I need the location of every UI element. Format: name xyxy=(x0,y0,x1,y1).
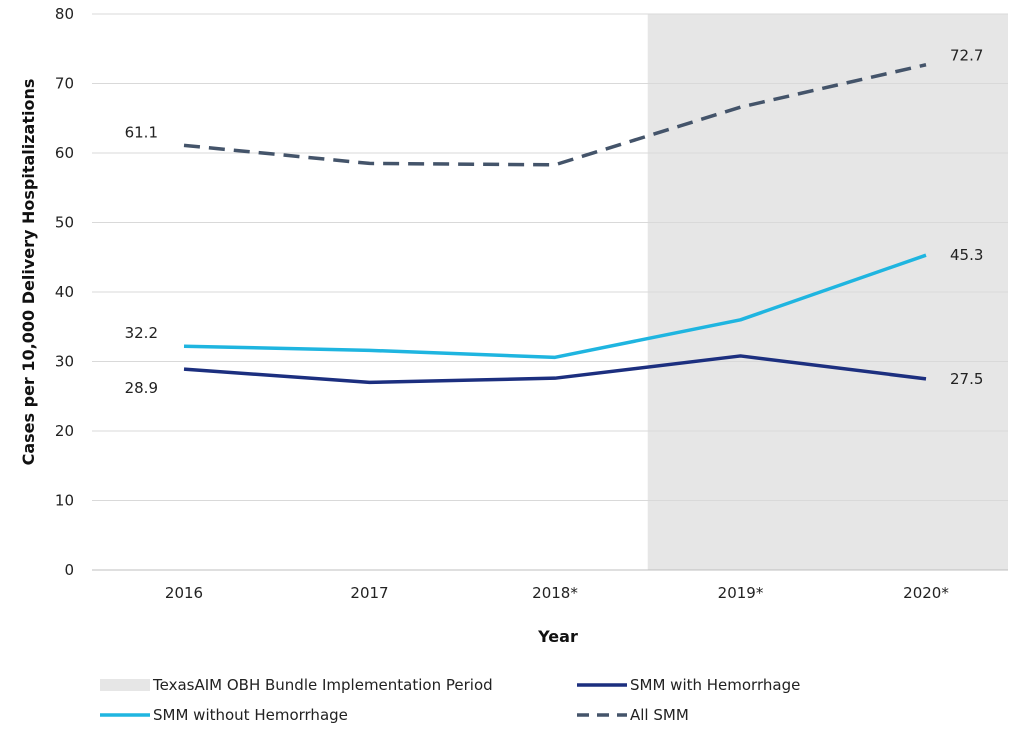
data-label-0-4: 27.5 xyxy=(950,370,983,388)
data-labels: 28.9 27.5 32.2 45.3 61.1 72.7 xyxy=(125,47,984,397)
y-axis-title: Cases per 10,000 Delivery Hospitalizatio… xyxy=(19,79,38,466)
legend-label-2: SMM without Hemorrhage xyxy=(153,706,348,724)
data-label-0-0: 28.9 xyxy=(125,379,158,397)
data-label-1-4: 45.3 xyxy=(950,246,983,264)
y-tick-label-80: 80 xyxy=(55,5,74,23)
tick-labels: 0 10 20 30 40 50 60 70 80 2016 2017 2018* 2019* 2020* xyxy=(55,5,949,602)
y-tick-label-40: 40 xyxy=(55,283,74,301)
data-label-2-4: 72.7 xyxy=(950,47,983,65)
y-tick-label-0: 0 xyxy=(64,561,74,579)
x-tick-label-1: 2017 xyxy=(350,584,388,602)
x-axis-title: Year xyxy=(537,627,578,646)
x-tick-label-3: 2019* xyxy=(718,584,764,602)
y-tick-label-30: 30 xyxy=(55,353,74,371)
legend-label-1: SMM with Hemorrhage xyxy=(630,676,800,694)
data-label-2-0: 61.1 xyxy=(125,123,158,141)
y-tick-label-50: 50 xyxy=(55,214,74,232)
y-tick-label-60: 60 xyxy=(55,144,74,162)
series-lines xyxy=(183,63,927,385)
x-tick-label-2: 2018* xyxy=(532,584,578,602)
legend-swatch-0 xyxy=(100,679,150,691)
legend-label-0: TexasAIM OBH Bundle Implementation Perio… xyxy=(152,676,493,694)
gridlines xyxy=(92,13,1008,571)
series-line-all-smm xyxy=(183,63,927,167)
y-tick-label-10: 10 xyxy=(55,492,74,510)
y-tick-label-20: 20 xyxy=(55,422,74,440)
data-label-1-0: 32.2 xyxy=(125,324,158,342)
x-tick-label-4: 2020* xyxy=(903,584,949,602)
y-tick-label-70: 70 xyxy=(55,75,74,93)
x-tick-label-0: 2016 xyxy=(165,584,203,602)
legend: TexasAIM OBH Bundle Implementation Perio… xyxy=(100,676,800,724)
legend-label-3: All SMM xyxy=(630,706,689,724)
